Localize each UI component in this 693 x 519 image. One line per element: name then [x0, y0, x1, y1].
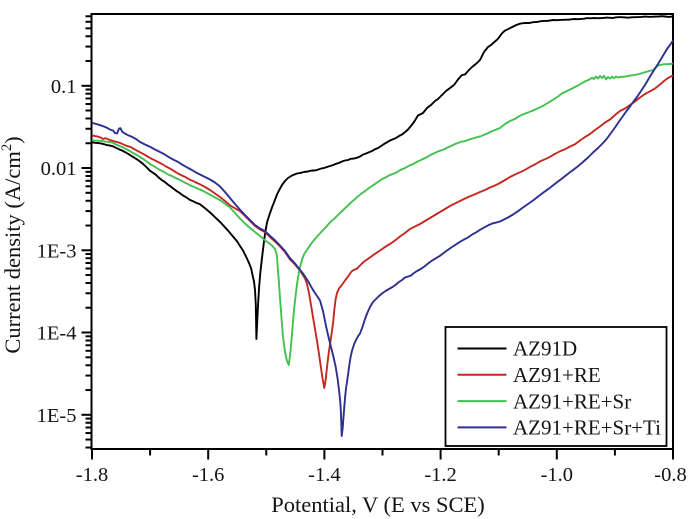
svg-text:-1.6: -1.6: [192, 464, 224, 486]
svg-text:-1.4: -1.4: [308, 464, 340, 486]
svg-text:0.01: 0.01: [41, 158, 77, 180]
svg-text:-0.8: -0.8: [654, 464, 686, 486]
svg-text:Current density (A/cm2): Current density (A/cm2): [0, 136, 25, 353]
svg-text:AZ91D: AZ91D: [513, 337, 577, 361]
svg-text:1E-3: 1E-3: [37, 240, 77, 262]
svg-text:AZ91+RE+Sr: AZ91+RE+Sr: [513, 389, 631, 413]
svg-text:1E-5: 1E-5: [37, 405, 77, 427]
svg-text:-1.8: -1.8: [76, 464, 108, 486]
svg-text:AZ91+RE: AZ91+RE: [513, 363, 601, 387]
svg-text:AZ91+RE+Sr+Ti: AZ91+RE+Sr+Ti: [513, 416, 661, 440]
svg-text:-1.0: -1.0: [541, 464, 573, 486]
svg-text:1E-4: 1E-4: [37, 323, 77, 345]
svg-text:Potential, V (E vs SCE): Potential, V (E vs SCE): [271, 492, 485, 517]
svg-text:-1.2: -1.2: [424, 464, 456, 486]
svg-text:0.1: 0.1: [51, 76, 77, 98]
